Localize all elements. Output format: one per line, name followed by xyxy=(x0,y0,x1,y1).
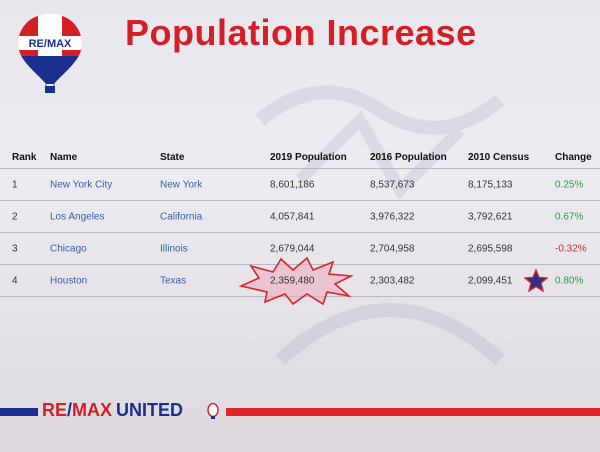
table-row: 2 Los Angeles California 4,057,841 3,976… xyxy=(0,200,600,232)
remax-balloon-logo: RE/MAX xyxy=(14,10,86,98)
table-row: 3 Chicago Illinois 2,679,044 2,704,958 2… xyxy=(0,232,600,264)
brand-max: MAX xyxy=(72,400,113,420)
cell-2019-population: 4,057,841 xyxy=(270,211,315,222)
cell-change: -0.32% xyxy=(555,243,587,254)
footer-right-bar xyxy=(226,408,600,416)
brand-re: RE xyxy=(42,400,68,420)
cell-2016-population: 8,537,673 xyxy=(370,179,415,190)
table-row: 1 New York City New York 8,601,186 8,537… xyxy=(0,168,600,200)
cell-state-link[interactable]: Illinois xyxy=(160,243,188,254)
header-2016-population: 2016 Population xyxy=(370,152,447,163)
cell-rank: 1 xyxy=(12,179,18,190)
header-2010-census: 2010 Census xyxy=(468,152,530,163)
cell-2016-population: 2,303,482 xyxy=(370,275,415,286)
slide-title: Population Increase xyxy=(125,12,477,53)
cell-change: 0.67% xyxy=(555,211,584,222)
brand-united: UNITED xyxy=(116,400,184,420)
cell-name-link[interactable]: Los Angeles xyxy=(50,211,105,222)
cell-2010-census: 3,792,621 xyxy=(468,211,513,222)
table-header-row: Rank Name State 2019 Population 2016 Pop… xyxy=(0,146,600,168)
cell-2019-population: 8,601,186 xyxy=(270,179,315,190)
cell-state-link[interactable]: Texas xyxy=(160,275,187,286)
cell-change: 0.80% xyxy=(555,275,584,286)
cell-2016-population: 2,704,958 xyxy=(370,243,415,254)
footer-left-bar xyxy=(0,408,38,416)
header-change: Change xyxy=(555,152,592,163)
cell-rank: 2 xyxy=(12,211,18,222)
watermark-graphic xyxy=(255,85,505,366)
cell-state-link[interactable]: California xyxy=(160,211,203,222)
header-2019-population: 2019 Population xyxy=(270,152,347,163)
header-rank: Rank xyxy=(12,152,37,163)
cell-change: 0.25% xyxy=(555,179,584,190)
cell-name-link[interactable]: Houston xyxy=(50,275,88,286)
cell-2019-population: 2,679,044 xyxy=(270,243,315,254)
footer-brand-logo: RE/MAX UNITED xyxy=(42,400,183,421)
population-table: Rank Name State 2019 Population 2016 Pop… xyxy=(0,146,600,297)
header-name: Name xyxy=(50,152,78,163)
cell-2010-census: 8,175,133 xyxy=(468,179,513,190)
cell-2010-census: 2,695,598 xyxy=(468,243,513,254)
cell-name-link[interactable]: Chicago xyxy=(50,243,87,254)
cell-name-link[interactable]: New York City xyxy=(50,179,113,190)
brand-slash: / xyxy=(67,400,73,420)
cell-2010-census: 2,099,451 xyxy=(468,275,513,286)
highlight-burst-shape xyxy=(238,256,354,306)
cell-rank: 3 xyxy=(12,243,18,254)
cell-rank: 4 xyxy=(12,275,18,286)
cell-2019-population: 2,359,480 xyxy=(270,275,315,286)
balloon-badge-icon xyxy=(207,403,219,419)
star-icon xyxy=(524,269,548,292)
logo-text: RE/MAX xyxy=(29,38,72,50)
cell-2016-population: 3,976,322 xyxy=(370,211,415,222)
header-state: State xyxy=(160,152,185,163)
cell-state-link[interactable]: New York xyxy=(160,179,203,190)
